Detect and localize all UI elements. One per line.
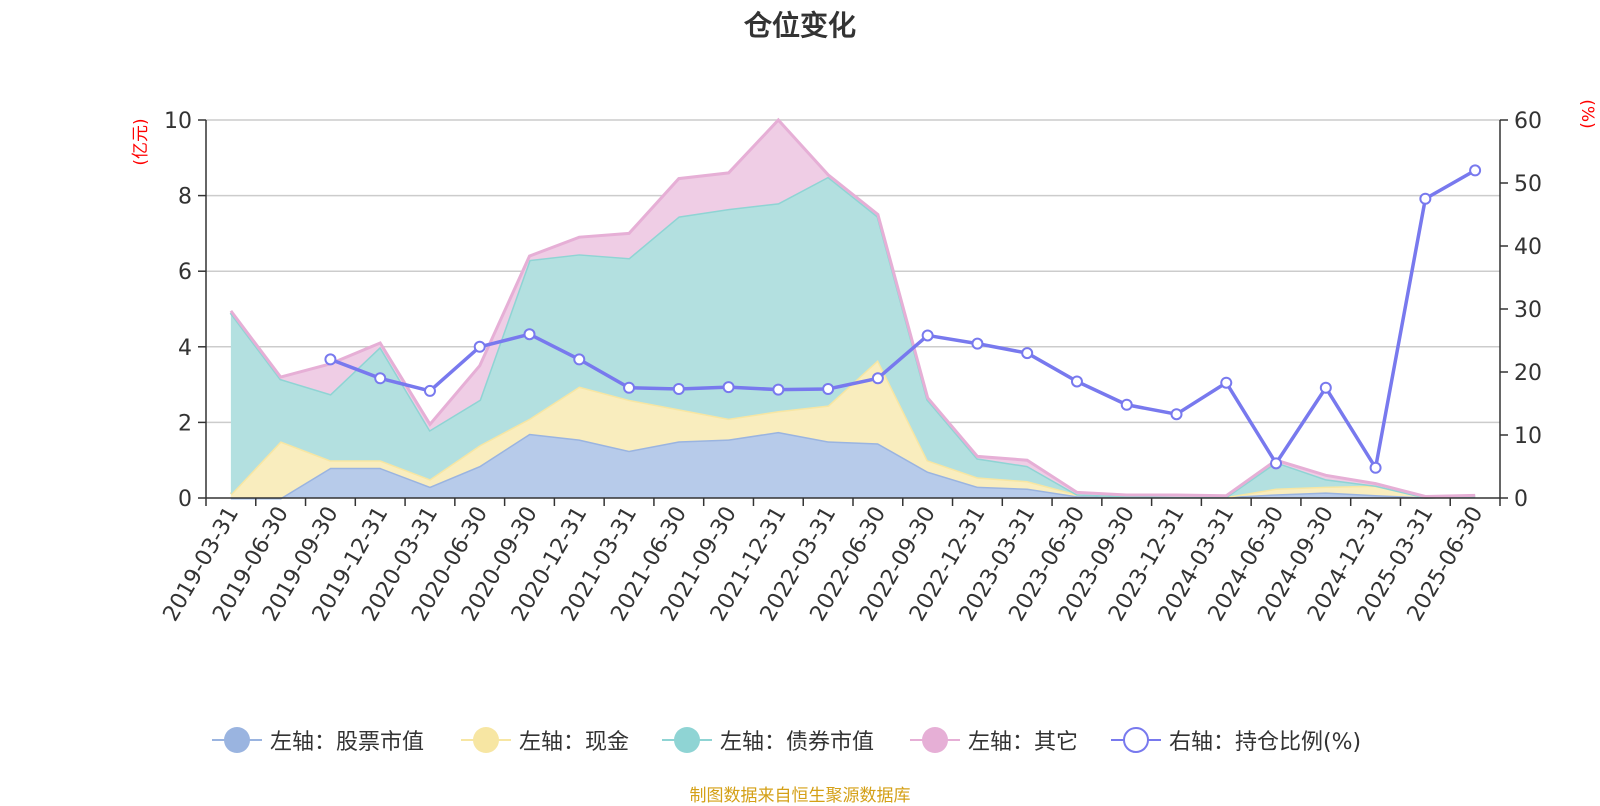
- legend-label-bond: 左轴：债券市值: [720, 730, 875, 755]
- right-axis-unit-label: (%): [1577, 99, 1597, 128]
- ratio-point: [1369, 461, 1382, 474]
- area-1: [230, 360, 1476, 498]
- ratio-point: [1070, 375, 1083, 388]
- ratio-point: [324, 353, 337, 366]
- right-tick-label: 40: [1514, 235, 1542, 260]
- legend-item-ratio[interactable]: 右轴：持仓比例(%): [1111, 722, 1361, 758]
- left-tick-label: 0: [178, 487, 192, 512]
- legend-item-cash[interactable]: 左轴：现金: [461, 722, 629, 758]
- legend-label-other: 左轴：其它: [968, 730, 1079, 755]
- ratio-point: [971, 337, 984, 350]
- ratio-point: [423, 384, 436, 397]
- ratio-point: [921, 329, 934, 342]
- ratio-line-layer: [324, 164, 1482, 474]
- legend-ratio-marker: [1111, 725, 1161, 755]
- area-0: [230, 431, 1476, 498]
- ratio-point: [1220, 376, 1233, 389]
- legend-item-other[interactable]: 左轴：其它: [910, 722, 1078, 758]
- left-tick-label: 2: [178, 411, 192, 436]
- legend-label-stock: 左轴：股票市值: [270, 730, 425, 755]
- left-tick-label: 10: [164, 109, 192, 134]
- legend-item-stock[interactable]: 左轴：股票市值: [212, 722, 424, 758]
- chart-legend: 左轴：股票市值 左轴：现金 左轴：债券市值 左轴：其它 右轴：持仓比例(%): [0, 722, 1600, 762]
- left-tick-label: 8: [178, 185, 192, 210]
- legend-label-ratio: 右轴：持仓比例(%): [1169, 730, 1362, 755]
- ratio-line: [329, 168, 1476, 473]
- ratio-point: [871, 372, 884, 385]
- left-axis-unit-label: (亿元): [131, 118, 151, 165]
- legend-item-bond[interactable]: 左轴：债券市值: [662, 722, 874, 758]
- ratio-point: [722, 381, 735, 394]
- right-tick-label: 10: [1514, 424, 1542, 449]
- right-tick-label: 30: [1514, 298, 1542, 323]
- ratio-point: [473, 340, 486, 353]
- ratio-point: [672, 383, 685, 396]
- ratio-point: [1319, 381, 1332, 394]
- left-tick-label: 6: [178, 260, 192, 285]
- ratio-point: [1469, 164, 1482, 177]
- ratio-point: [1270, 457, 1283, 470]
- left-tick-label: 4: [178, 336, 192, 361]
- ratio-point: [623, 381, 636, 394]
- legend-label-cash: 左轴：现金: [519, 730, 630, 755]
- legend-bond-marker: [662, 725, 712, 755]
- legend-stock-marker: [212, 725, 262, 755]
- ratio-point: [822, 383, 835, 396]
- source-note: 制图数据来自恒生聚源数据库: [689, 786, 911, 806]
- area-edge-3: [229, 117, 1476, 498]
- chart-title: 仓位变化: [743, 9, 856, 42]
- ratio-point: [1419, 192, 1432, 205]
- right-tick-label: 20: [1514, 361, 1542, 386]
- stacked-areas: [229, 117, 1476, 500]
- right-tick-label: 50: [1514, 172, 1542, 197]
- legend-cash-marker: [461, 725, 511, 755]
- ratio-point: [573, 353, 586, 366]
- legend-other-marker: [910, 725, 960, 755]
- ratio-point: [1170, 408, 1183, 421]
- right-tick-label: 60: [1514, 109, 1542, 134]
- area-2: [230, 176, 1476, 498]
- ratio-point: [1021, 347, 1034, 360]
- ratio-point: [1120, 398, 1133, 411]
- ratio-point: [772, 383, 785, 396]
- right-tick-label: 0: [1514, 487, 1528, 512]
- ratio-point: [374, 372, 387, 385]
- ratio-point: [523, 328, 536, 341]
